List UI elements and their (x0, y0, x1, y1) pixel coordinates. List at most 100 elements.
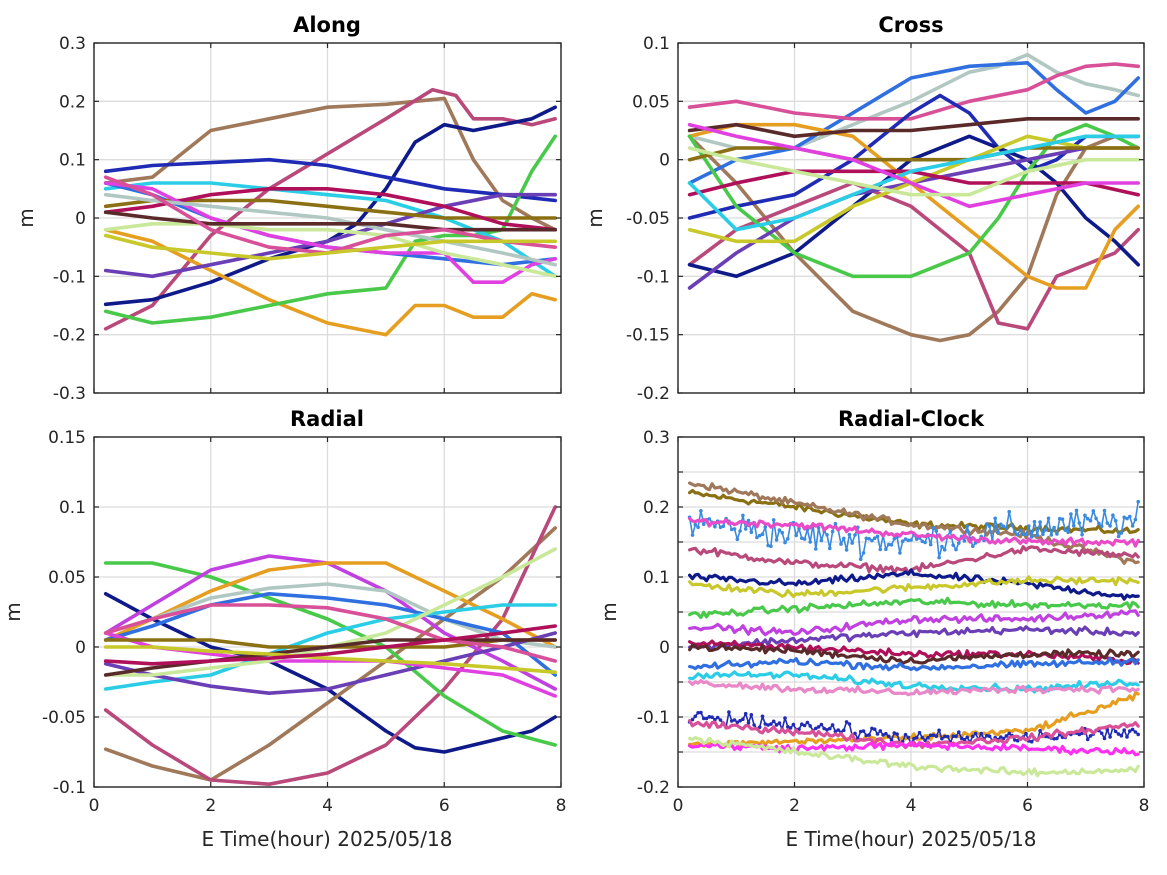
series-point (1004, 526, 1009, 531)
series-point (920, 539, 925, 544)
series-point (979, 731, 983, 736)
series-point (1032, 519, 1037, 524)
series-point (951, 734, 955, 738)
series-point (928, 733, 933, 737)
series-point (957, 730, 961, 734)
series-line-17 (103, 624, 558, 666)
series-point (959, 736, 964, 741)
series-point (892, 731, 897, 735)
y-tick-label: 0.1 (643, 34, 670, 54)
series-point (962, 737, 967, 742)
y-tick-label: 0 (659, 638, 670, 658)
series-point (889, 543, 894, 547)
series-point (962, 539, 967, 543)
series-point (710, 715, 714, 719)
series-point (987, 734, 992, 738)
series-point (940, 544, 944, 549)
series-point (934, 529, 939, 533)
series-line-14 (687, 670, 1140, 694)
series-line-9 (103, 192, 558, 279)
series-point (1108, 524, 1112, 528)
series-point (741, 513, 745, 518)
series-point (693, 522, 698, 527)
series-point (1083, 513, 1087, 518)
series-point (1066, 530, 1070, 535)
chart-title: Radial-Clock (838, 407, 985, 431)
series-point (858, 557, 863, 561)
series-point (743, 527, 748, 531)
series-point (1055, 736, 1059, 741)
series-point (900, 539, 905, 543)
series-point (942, 548, 947, 552)
series-point (1094, 516, 1098, 521)
series-point (971, 544, 975, 548)
series-line-8 (687, 596, 1140, 620)
series-point (875, 732, 880, 736)
series-point (738, 718, 742, 723)
series-point (1080, 532, 1084, 537)
series-point (830, 529, 835, 534)
x-tick-label: 0 (89, 796, 100, 816)
series-line-2 (103, 87, 558, 331)
series-point (1091, 509, 1096, 513)
series-point (690, 533, 695, 537)
series-point (985, 733, 989, 738)
series-point (1099, 524, 1104, 528)
y-tick-label: 0.2 (643, 498, 670, 518)
series-point (1001, 524, 1006, 529)
series-point (766, 543, 770, 548)
series-point (715, 715, 720, 720)
series-line-12 (687, 642, 1140, 666)
series-line-13 (687, 117, 1140, 139)
series-point (769, 544, 773, 549)
series-line-4 (687, 516, 1140, 548)
series-point (780, 530, 784, 535)
series-point (1122, 728, 1126, 732)
series-point (713, 524, 717, 529)
series-point (704, 716, 709, 721)
series-point (954, 734, 958, 739)
x-tick-label: 6 (1022, 796, 1033, 816)
series-point (1071, 523, 1076, 528)
series-point (1088, 734, 1093, 738)
y-tick-label: -0.1 (53, 267, 86, 287)
series-point (945, 734, 950, 739)
series-point (1055, 532, 1059, 536)
series-point (931, 733, 936, 737)
series-point (727, 710, 731, 714)
panel-cross: Cross m -0.2 -0.15 -0.1 -0.05 0 0.05 0.1 (583, 13, 1145, 404)
series-point (1063, 528, 1068, 532)
series-line-6 (687, 568, 1140, 601)
series-point (1046, 516, 1051, 521)
series-point (707, 517, 712, 521)
series-point (864, 536, 869, 541)
series-point (802, 723, 807, 728)
series-point (954, 547, 958, 552)
y-tick-label: 0.2 (59, 92, 86, 112)
series-line-7 (103, 181, 558, 279)
series-point (1133, 730, 1138, 734)
series-point (906, 538, 911, 543)
series-point (713, 717, 717, 722)
series-point (867, 733, 871, 737)
series-point (889, 738, 894, 742)
series-point (870, 726, 874, 731)
series-point (771, 518, 776, 522)
series-line-7 (687, 575, 1140, 599)
series-point (825, 728, 829, 732)
series-point (690, 717, 695, 722)
x-tick-label: 6 (439, 796, 450, 816)
series-point (1102, 736, 1107, 741)
y-tick-label: 0 (659, 151, 670, 171)
series-point (1043, 528, 1048, 532)
series-point (867, 536, 871, 541)
series-group (687, 52, 1140, 343)
series-point (1029, 739, 1034, 744)
series-point (884, 547, 888, 551)
series-line-13 (103, 192, 558, 267)
series-point (1128, 514, 1132, 519)
series-point (788, 726, 793, 730)
series-point (1041, 532, 1045, 537)
series-point (1057, 516, 1062, 521)
series-point (1007, 509, 1011, 514)
